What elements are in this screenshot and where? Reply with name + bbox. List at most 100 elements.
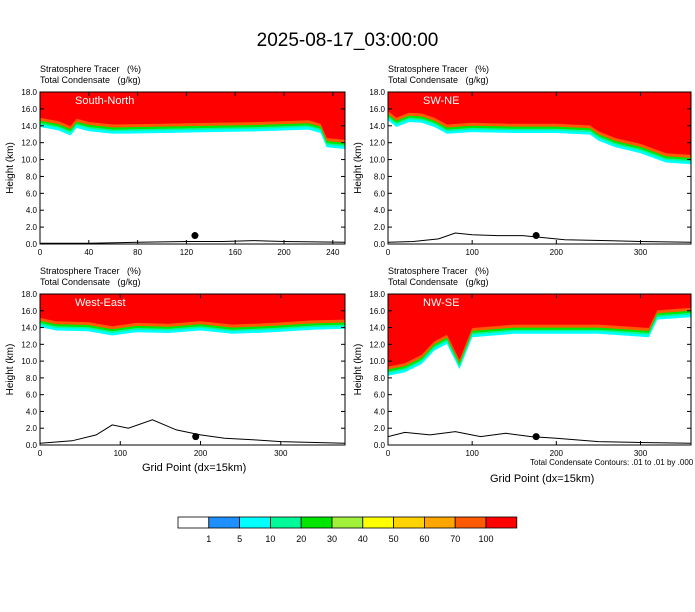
y-tick-label: 2.0	[374, 223, 386, 232]
location-marker	[192, 433, 200, 441]
y-tick-label: 14.0	[369, 324, 385, 333]
location-marker	[532, 433, 540, 441]
y-tick-label: 10.0	[369, 156, 385, 165]
y-tick-label: 0.0	[26, 240, 38, 249]
terrain-line	[40, 240, 345, 244]
y-tick-label: 2.0	[374, 424, 386, 433]
terrain-line	[388, 431, 691, 444]
x-tick-label: 0	[38, 248, 43, 257]
panel-3-plot-area	[40, 294, 345, 445]
y-tick-label: 0.0	[374, 240, 386, 249]
legend-label: 50	[389, 534, 399, 544]
y-tick-label: 10.0	[369, 357, 385, 366]
y-axis-title-left: Height (km)	[5, 344, 16, 396]
legend-label: 70	[450, 534, 460, 544]
legend-label: 100	[478, 534, 493, 544]
legend-label: 1	[206, 534, 211, 544]
panel-1-field-label: Stratosphere Tracer (%) Total Condensate…	[40, 64, 142, 85]
y-tick-label: 4.0	[374, 206, 386, 215]
panel-3: West-East 0.0 2.0 4.0 6.0 8.0 10.0 12.0 14.0 16.0…	[5, 290, 346, 458]
panel-name: NW-SE	[423, 297, 459, 309]
legend-swatch	[454, 516, 487, 529]
terrain-line	[388, 232, 691, 243]
panel-4-plot-area	[388, 294, 691, 445]
y-tick-label: 14.0	[21, 122, 37, 131]
legend-swatch	[300, 516, 333, 529]
legend-label: 5	[237, 534, 242, 544]
y-tick-label: 16.0	[369, 105, 385, 114]
y-tick-label: 6.0	[26, 391, 38, 400]
y-tick-label: 10.0	[21, 357, 37, 366]
panel-2: SW-NE 0.0 2.0 4.0 6.0 8.0 10.0 12.0 14.0 16.0 18.0…	[353, 88, 692, 257]
x-tick-label: 240	[326, 248, 340, 257]
legend-swatch	[485, 516, 518, 529]
panel-2-plot-area	[388, 92, 691, 244]
x-tick-label: 200	[550, 248, 564, 257]
y-axis-title-left: Height (km)	[5, 142, 16, 194]
y-tick-label: 18.0	[21, 88, 37, 97]
panel-1-plot-area	[40, 92, 345, 244]
panel-name: South-North	[75, 95, 134, 107]
y-tick-label: 2.0	[26, 223, 38, 232]
legend-swatch	[362, 516, 394, 529]
legend-swatch	[393, 516, 425, 529]
legend-label: 60	[419, 534, 429, 544]
y-tick-label: 12.0	[369, 340, 385, 349]
location-marker	[191, 232, 199, 240]
y-tick-label: 4.0	[374, 407, 386, 416]
x-tick-label: 0	[386, 449, 391, 458]
legend-swatch	[177, 516, 210, 529]
y-tick-label: 4.0	[26, 206, 38, 215]
x-tick-label: 160	[229, 248, 243, 257]
legend-swatch	[269, 516, 302, 529]
legend-swatch	[239, 516, 271, 529]
panel-frame	[39, 91, 346, 245]
tracer-band-5	[388, 294, 691, 367]
x-tick-label: 80	[133, 248, 142, 257]
x-tick-label: 100	[114, 449, 128, 458]
x-tick-label: 100	[465, 248, 479, 257]
x-tick-label: 100	[465, 449, 479, 458]
x-tick-label: 200	[194, 449, 208, 458]
legend-swatch	[208, 516, 241, 529]
y-tick-label: 18.0	[369, 88, 385, 97]
x-tick-label: 300	[634, 248, 648, 257]
panel-name: SW-NE	[423, 95, 459, 107]
y-tick-label: 18.0	[369, 290, 385, 299]
x-tick-label: 200	[550, 449, 564, 458]
y-tick-label: 12.0	[369, 139, 385, 148]
color-legend: 1 5 10 20 30 40 50 60 70 100	[177, 516, 518, 544]
x-tick-label: 300	[274, 449, 288, 458]
tracer-band-5	[388, 92, 691, 155]
y-tick-label: 12.0	[21, 340, 37, 349]
y-tick-label: 12.0	[21, 139, 37, 148]
y-tick-label: 16.0	[369, 307, 385, 316]
y-tick-label: 10.0	[21, 156, 37, 165]
terrain-line	[40, 419, 345, 444]
y-tick-label: 8.0	[374, 374, 386, 383]
y-axis-title-right: Height (km)	[353, 142, 364, 194]
x-tick-label: 300	[634, 449, 648, 458]
y-tick-label: 8.0	[26, 172, 38, 181]
location-marker	[532, 232, 540, 240]
x-axis-title-left: Grid Point (dx=15km)	[142, 462, 247, 474]
y-tick-label: 16.0	[21, 307, 37, 316]
y-tick-label: 8.0	[374, 172, 386, 181]
tracer-band-5	[40, 294, 345, 327]
y-tick-label: 14.0	[21, 324, 37, 333]
panel-4-field-label: Stratosphere Tracer (%) Total Condensate…	[388, 266, 490, 287]
x-tick-label: 0	[386, 248, 391, 257]
x-tick-label: 200	[277, 248, 291, 257]
y-tick-label: 0.0	[26, 441, 38, 450]
x-tick-label: 120	[180, 248, 194, 257]
y-tick-label: 4.0	[26, 407, 38, 416]
y-tick-label: 16.0	[21, 105, 37, 114]
y-tick-label: 0.0	[374, 441, 386, 450]
legend-label: 30	[327, 534, 337, 544]
panel-3-field-label: Stratosphere Tracer (%) Total Condensate…	[40, 266, 142, 287]
panel-1: South-North 0.0 2.0 4.0 6.0 8.0 10.0 12.0 14.0 16…	[5, 88, 346, 257]
y-tick-label: 14.0	[369, 122, 385, 131]
legend-label: 20	[296, 534, 306, 544]
contour-note: Total Condensate Contours: .01 to .01 by…	[530, 458, 694, 467]
legend-label: 40	[358, 534, 368, 544]
